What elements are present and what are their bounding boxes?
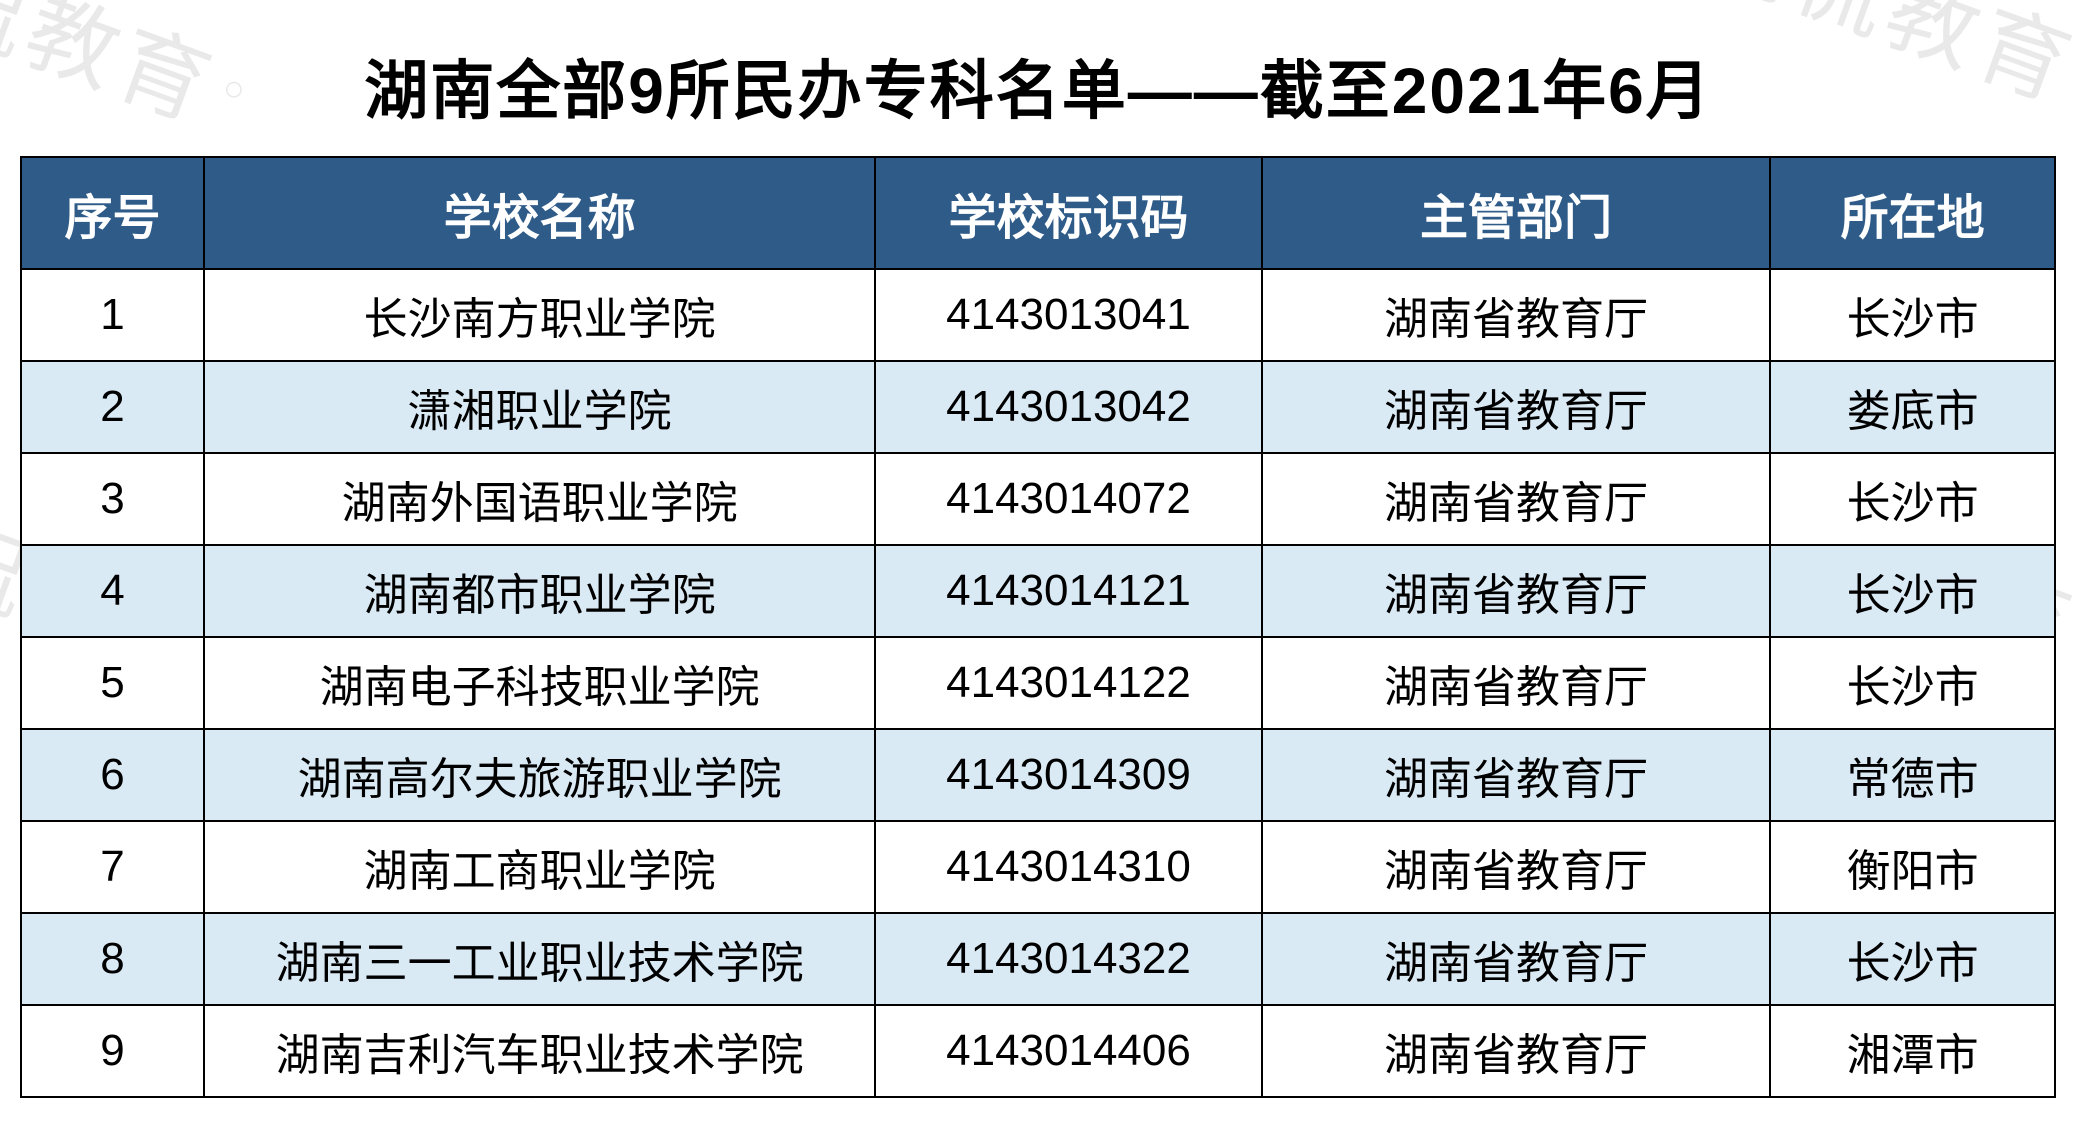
table-row: 6湖南高尔夫旅游职业学院4143014309湖南省教育厅常德市 [21,729,2055,821]
table-cell: 衡阳市 [1770,821,2055,913]
table-row: 1长沙南方职业学院4143013041湖南省教育厅长沙市 [21,269,2055,361]
table-cell: 湖南省教育厅 [1262,361,1771,453]
table-cell: 潇湘职业学院 [204,361,875,453]
table-cell: 湖南高尔夫旅游职业学院 [204,729,875,821]
table-cell: 2 [21,361,204,453]
table-cell: 湖南省教育厅 [1262,821,1771,913]
table-row: 2潇湘职业学院4143013042湖南省教育厅娄底市 [21,361,2055,453]
table-head: 序号 学校名称 学校标识码 主管部门 所在地 [21,157,2055,269]
table-cell: 湖南都市职业学院 [204,545,875,637]
table-cell: 湖南吉利汽车职业技术学院 [204,1005,875,1097]
table-cell: 湖南省教育厅 [1262,729,1771,821]
table-cell: 湖南省教育厅 [1262,1005,1771,1097]
page-title: 湖南全部9所民办专科名单——截至2021年6月 [20,40,2056,132]
table-cell: 湖南外国语职业学院 [204,453,875,545]
table-cell: 4143014310 [875,821,1261,913]
table-cell: 5 [21,637,204,729]
document-content: 湖南全部9所民办专科名单——截至2021年6月 序号 学校名称 学校标识码 主管… [0,0,2076,1098]
table-cell: 湖南三一工业职业技术学院 [204,913,875,1005]
table-cell: 湘潭市 [1770,1005,2055,1097]
table-cell: 湖南省教育厅 [1262,269,1771,361]
schools-table: 序号 学校名称 学校标识码 主管部门 所在地 1长沙南方职业学院41430130… [20,156,2056,1098]
table-row: 8湖南三一工业职业技术学院4143014322湖南省教育厅长沙市 [21,913,2055,1005]
table-cell: 娄底市 [1770,361,2055,453]
table-cell: 湖南省教育厅 [1262,913,1771,1005]
table-cell: 长沙市 [1770,913,2055,1005]
table-cell: 6 [21,729,204,821]
table-cell: 4143013041 [875,269,1261,361]
table-cell: 1 [21,269,204,361]
table-cell: 长沙市 [1770,453,2055,545]
table-row: 4湖南都市职业学院4143014121湖南省教育厅长沙市 [21,545,2055,637]
table-row: 7湖南工商职业学院4143014310湖南省教育厅衡阳市 [21,821,2055,913]
table-cell: 4143014406 [875,1005,1261,1097]
table-row: 9湖南吉利汽车职业技术学院4143014406湖南省教育厅湘潭市 [21,1005,2055,1097]
col-header-city: 所在地 [1770,157,2055,269]
table-cell: 湖南工商职业学院 [204,821,875,913]
table-cell: 湖南省教育厅 [1262,453,1771,545]
table-cell: 4143013042 [875,361,1261,453]
table-cell: 湖南省教育厅 [1262,637,1771,729]
table-cell: 9 [21,1005,204,1097]
table-cell: 常德市 [1770,729,2055,821]
table-cell: 湖南省教育厅 [1262,545,1771,637]
table-cell: 8 [21,913,204,1005]
col-header-dept: 主管部门 [1262,157,1771,269]
col-header-name: 学校名称 [204,157,875,269]
col-header-code: 学校标识码 [875,157,1261,269]
table-cell: 4143014122 [875,637,1261,729]
table-cell: 4143014072 [875,453,1261,545]
table-cell: 3 [21,453,204,545]
table-row: 5湖南电子科技职业学院4143014122湖南省教育厅长沙市 [21,637,2055,729]
table-cell: 长沙市 [1770,269,2055,361]
table-cell: 湖南电子科技职业学院 [204,637,875,729]
table-cell: 4 [21,545,204,637]
table-body: 1长沙南方职业学院4143013041湖南省教育厅长沙市2潇湘职业学院41430… [21,269,2055,1097]
table-cell: 4143014322 [875,913,1261,1005]
table-cell: 长沙市 [1770,637,2055,729]
table-cell: 长沙市 [1770,545,2055,637]
table-row: 3湖南外国语职业学院4143014072湖南省教育厅长沙市 [21,453,2055,545]
table-cell: 4143014121 [875,545,1261,637]
table-cell: 4143014309 [875,729,1261,821]
table-cell: 7 [21,821,204,913]
table-cell: 长沙南方职业学院 [204,269,875,361]
col-header-index: 序号 [21,157,204,269]
